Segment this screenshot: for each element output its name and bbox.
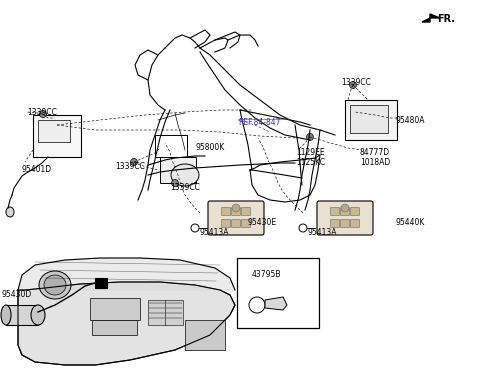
Text: 95480A: 95480A bbox=[395, 116, 424, 125]
Text: 95413A: 95413A bbox=[308, 228, 337, 237]
Ellipse shape bbox=[6, 207, 14, 217]
Circle shape bbox=[232, 204, 240, 212]
Text: 43795B: 43795B bbox=[252, 270, 281, 279]
Circle shape bbox=[171, 179, 179, 186]
Bar bbox=[90, 298, 140, 320]
Bar bbox=[92, 320, 137, 335]
Text: 95401D: 95401D bbox=[22, 165, 52, 174]
Text: 1339CC: 1339CC bbox=[341, 78, 371, 87]
Ellipse shape bbox=[31, 305, 45, 325]
Bar bbox=[6, 305, 38, 325]
Polygon shape bbox=[18, 282, 235, 365]
Text: 1339CC: 1339CC bbox=[27, 108, 57, 117]
FancyBboxPatch shape bbox=[221, 220, 230, 227]
Polygon shape bbox=[265, 297, 287, 310]
Text: 95800K: 95800K bbox=[196, 143, 225, 152]
FancyBboxPatch shape bbox=[340, 208, 349, 215]
Circle shape bbox=[249, 297, 265, 313]
Bar bbox=[155, 135, 187, 157]
FancyBboxPatch shape bbox=[331, 208, 339, 215]
Ellipse shape bbox=[39, 271, 71, 299]
Text: 1018AD: 1018AD bbox=[360, 158, 390, 167]
Circle shape bbox=[341, 204, 349, 212]
Bar bbox=[237, 258, 319, 328]
Text: 1339CC: 1339CC bbox=[115, 162, 145, 171]
Polygon shape bbox=[422, 14, 440, 22]
Bar bbox=[165, 300, 183, 325]
Text: 95440K: 95440K bbox=[395, 218, 424, 227]
FancyBboxPatch shape bbox=[231, 208, 240, 215]
FancyBboxPatch shape bbox=[208, 201, 264, 235]
Circle shape bbox=[39, 111, 47, 117]
Ellipse shape bbox=[1, 305, 11, 325]
Text: 95430D: 95430D bbox=[2, 290, 32, 299]
Bar bbox=[38, 120, 70, 142]
Bar bbox=[345, 100, 397, 140]
FancyBboxPatch shape bbox=[221, 208, 230, 215]
Text: FR.: FR. bbox=[437, 14, 455, 24]
FancyBboxPatch shape bbox=[350, 208, 360, 215]
FancyBboxPatch shape bbox=[317, 201, 373, 235]
Bar bbox=[350, 105, 388, 133]
FancyBboxPatch shape bbox=[331, 220, 339, 227]
Bar bbox=[148, 300, 166, 325]
Ellipse shape bbox=[171, 164, 199, 186]
Circle shape bbox=[307, 133, 313, 141]
Text: 1129EE: 1129EE bbox=[296, 148, 324, 157]
Text: 84777D: 84777D bbox=[360, 148, 390, 157]
Circle shape bbox=[299, 224, 307, 232]
FancyBboxPatch shape bbox=[350, 220, 360, 227]
FancyBboxPatch shape bbox=[231, 220, 240, 227]
Bar bbox=[95, 278, 107, 288]
FancyBboxPatch shape bbox=[340, 220, 349, 227]
Text: 95430E: 95430E bbox=[248, 218, 277, 227]
Text: 1339CC: 1339CC bbox=[170, 183, 200, 192]
Circle shape bbox=[131, 159, 137, 165]
Ellipse shape bbox=[44, 275, 66, 295]
Bar bbox=[185, 320, 225, 350]
FancyBboxPatch shape bbox=[241, 208, 251, 215]
Bar bbox=[33, 115, 81, 157]
Text: REF.84-847: REF.84-847 bbox=[238, 118, 280, 127]
Circle shape bbox=[349, 82, 357, 88]
Polygon shape bbox=[18, 258, 235, 290]
FancyBboxPatch shape bbox=[241, 220, 251, 227]
Text: 95413A: 95413A bbox=[200, 228, 229, 237]
Text: 1125KC: 1125KC bbox=[296, 158, 325, 167]
Circle shape bbox=[191, 224, 199, 232]
Bar bbox=[160, 157, 196, 183]
